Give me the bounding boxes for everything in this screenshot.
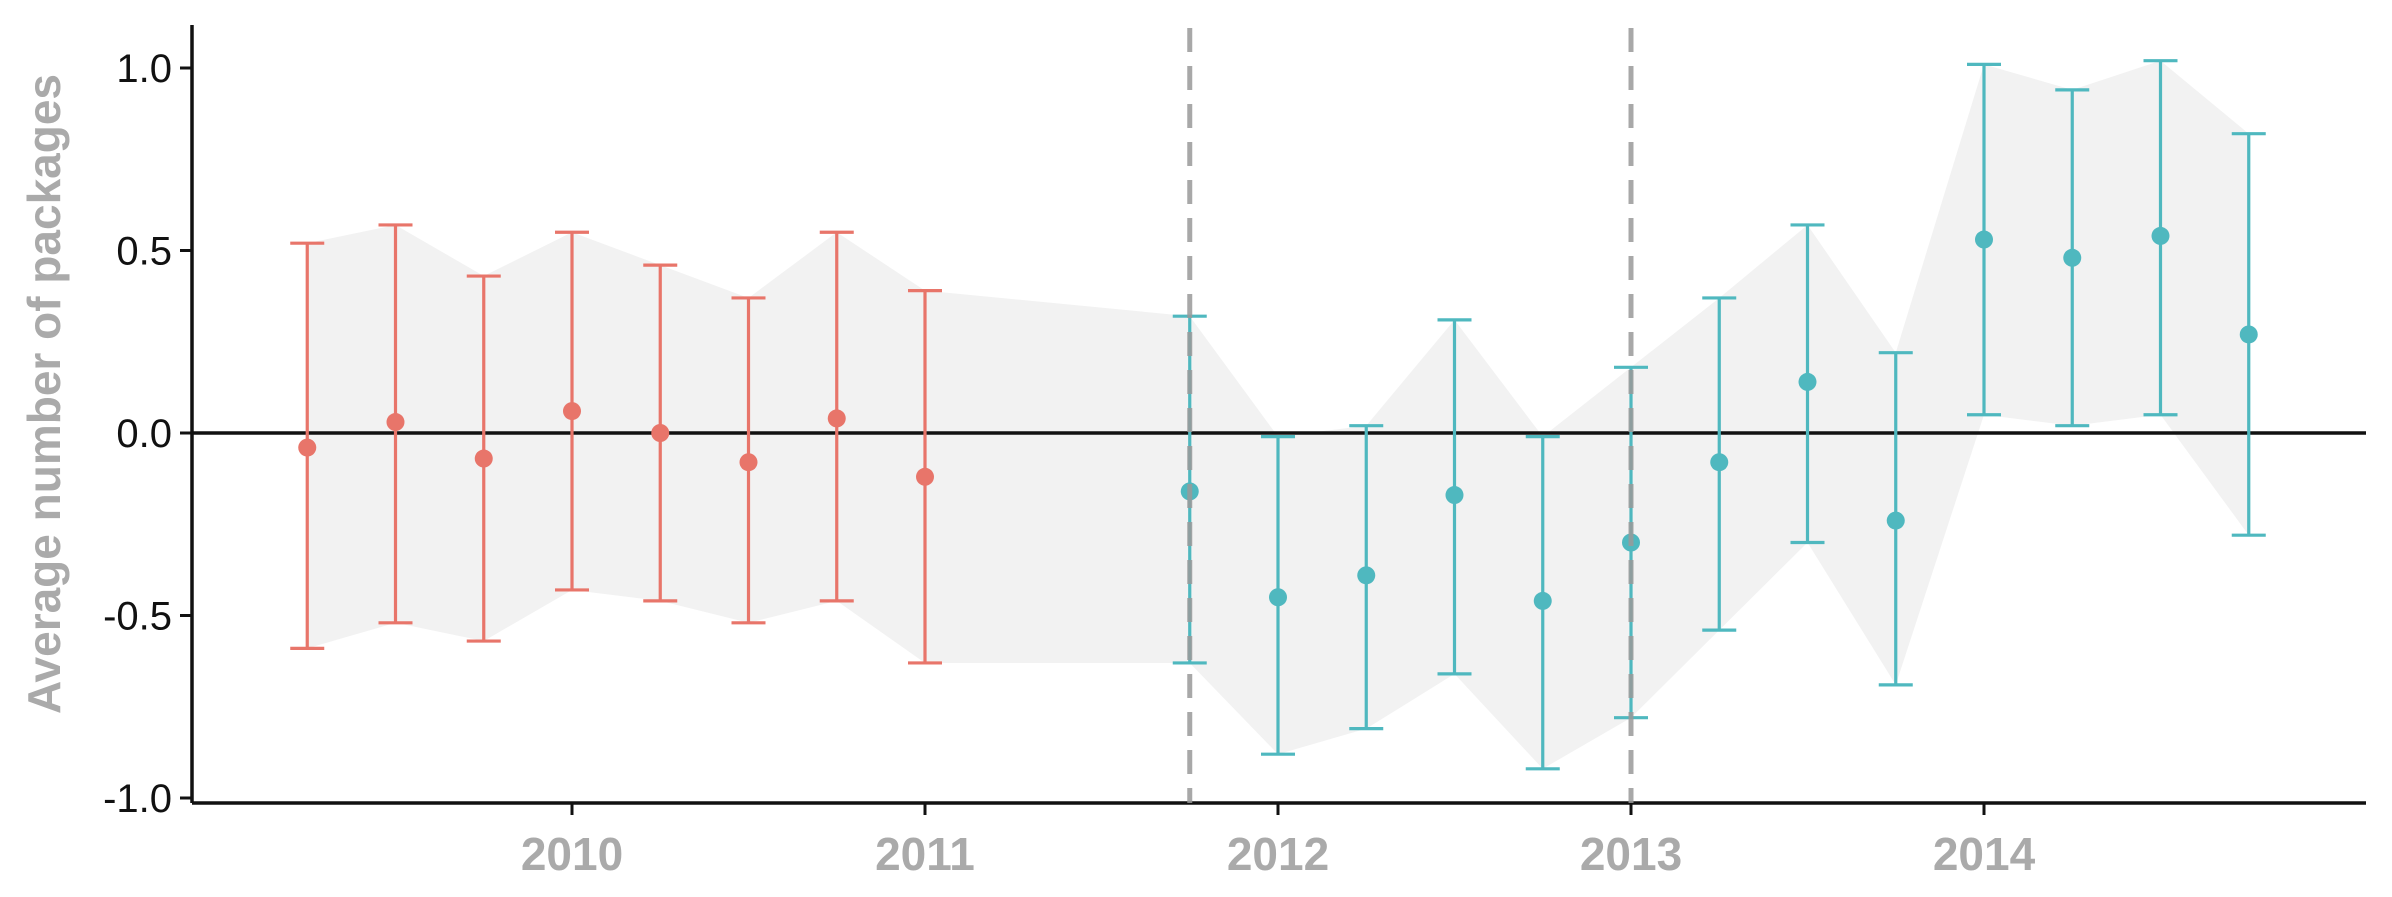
data-point xyxy=(2151,226,2170,245)
data-point xyxy=(1357,566,1376,585)
data-point xyxy=(651,424,670,442)
y-tick-label: -1.0 xyxy=(103,777,172,821)
x-axis-ticks: 2010 2011 2012 2013 2014 xyxy=(521,803,2036,880)
confidence-band-area xyxy=(307,60,2249,769)
data-point xyxy=(1710,453,1729,472)
series-1 xyxy=(290,223,942,665)
x-tick-label: 2010 xyxy=(521,828,623,880)
data-point xyxy=(1886,511,1905,530)
y-tick-label: -0.5 xyxy=(103,595,172,639)
y-tick-label: 0.0 xyxy=(116,412,172,456)
data-point xyxy=(739,453,758,472)
y-axis-label: Average number of packages xyxy=(18,74,70,714)
data-point xyxy=(1975,230,1993,249)
data-point xyxy=(2239,325,2258,344)
data-point xyxy=(474,449,493,468)
x-tick-label: 2012 xyxy=(1227,828,1329,880)
confidence-band xyxy=(307,60,2249,769)
x-tick-label: 2011 xyxy=(875,828,975,880)
data-point xyxy=(916,467,934,486)
x-tick-label: 2013 xyxy=(1580,828,1682,880)
data-point xyxy=(1533,591,1552,610)
y-tick-label: 0.5 xyxy=(116,230,172,274)
data-point xyxy=(563,402,581,421)
data-point xyxy=(2063,248,2082,267)
data-point xyxy=(827,409,846,428)
data-point xyxy=(1445,486,1464,505)
data-point xyxy=(386,413,405,432)
data-point xyxy=(298,438,317,457)
y-tick-label: 1.0 xyxy=(116,47,172,91)
data-point xyxy=(1269,588,1287,607)
period-boundary-lines xyxy=(1187,28,1634,803)
data-point xyxy=(1798,372,1817,391)
y-axis-ticks: 1.0 0.5 0.0 -0.5 -1.0 xyxy=(103,47,192,821)
x-tick-label: 2014 xyxy=(1933,828,2036,880)
